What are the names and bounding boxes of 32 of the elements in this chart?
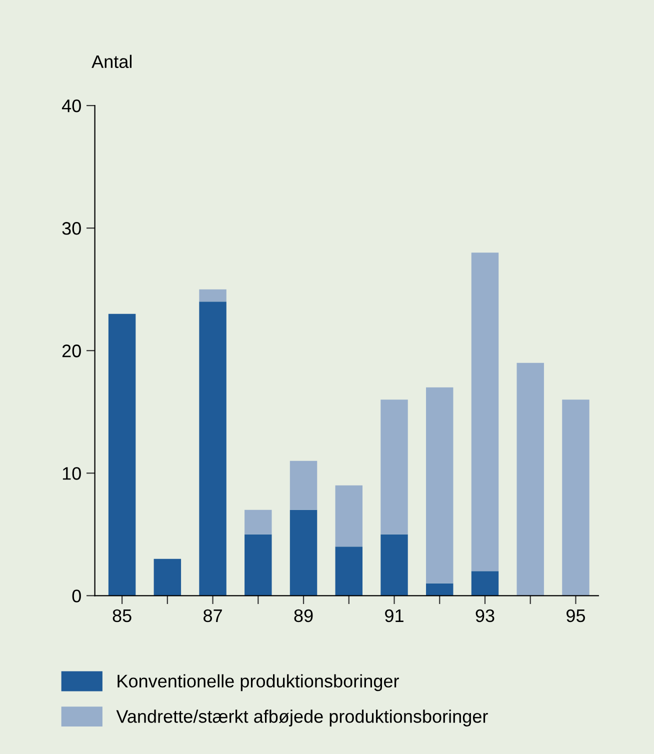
legend-label: Konventionelle produktionsboringer	[118, 674, 399, 692]
x-tick-label: 93	[476, 609, 494, 622]
x-tick-label: 95	[566, 609, 586, 622]
bar	[426, 387, 454, 584]
bar	[471, 571, 499, 596]
bar	[199, 289, 226, 302]
bar	[426, 583, 454, 596]
bar	[562, 400, 590, 596]
bar	[380, 400, 408, 534]
y-tick-label: 30	[62, 222, 81, 235]
bar	[471, 252, 499, 572]
bar	[199, 302, 226, 596]
bar	[516, 362, 544, 596]
bar	[290, 510, 318, 596]
bar	[290, 460, 318, 510]
bar	[244, 510, 272, 534]
bar	[335, 485, 362, 547]
y-tick-label: 40	[62, 99, 81, 112]
y-axis-title: Antal	[92, 54, 132, 68]
bar	[154, 558, 182, 596]
x-tick-label: 87	[204, 609, 222, 622]
x-tick-label: 85	[112, 609, 132, 622]
bar	[380, 534, 408, 596]
bar	[244, 534, 272, 596]
bar	[335, 546, 362, 596]
y-tick-label: 0	[72, 590, 81, 602]
bar	[108, 314, 136, 596]
x-tick-label: 91	[385, 609, 404, 622]
x-tick-label: 89	[294, 609, 313, 622]
y-tick-label: 20	[62, 344, 81, 358]
y-tick-label: 10	[62, 467, 81, 480]
legend-label: Vandrette/stærkt afbøjede produktionsboringer	[116, 710, 488, 726]
